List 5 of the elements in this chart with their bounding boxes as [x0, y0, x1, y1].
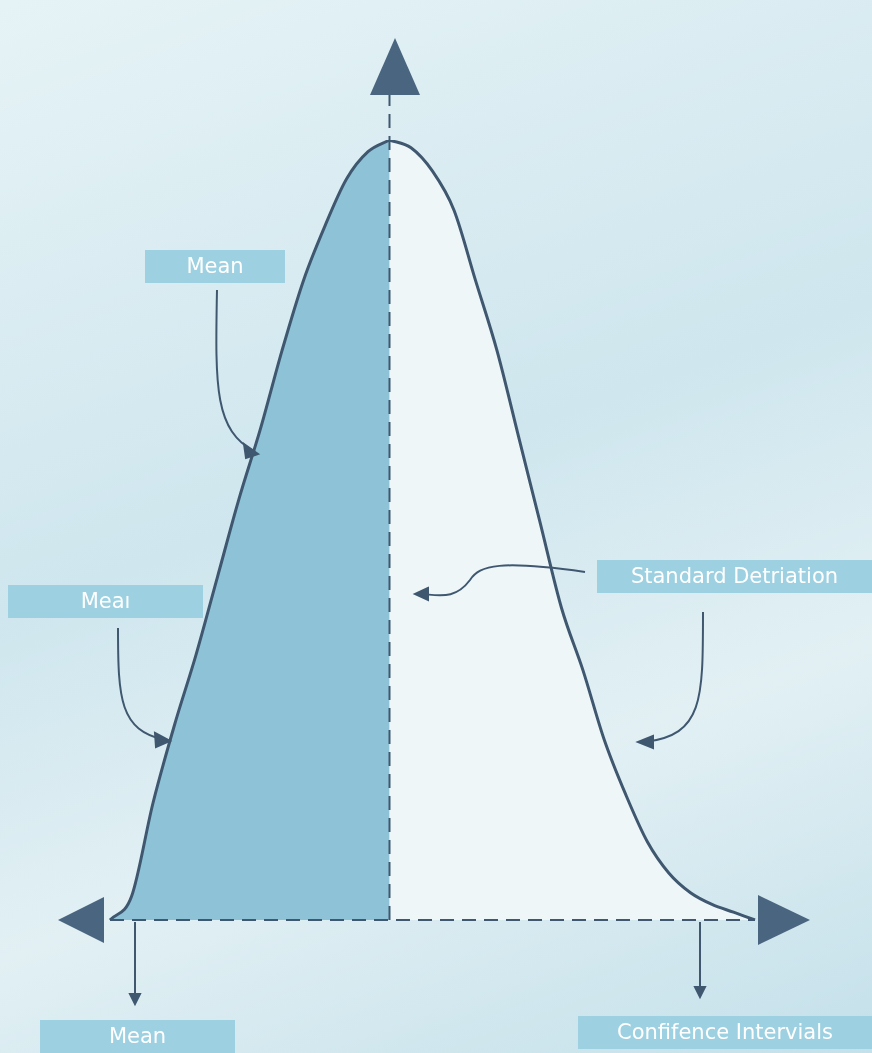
label-box: Confifence Intervials — [578, 1016, 872, 1049]
label-box: Mean — [40, 1020, 235, 1053]
label-box: Standard Detriation — [597, 560, 872, 593]
label-box: Meaı — [8, 585, 203, 618]
label-box: Mean — [145, 250, 285, 283]
